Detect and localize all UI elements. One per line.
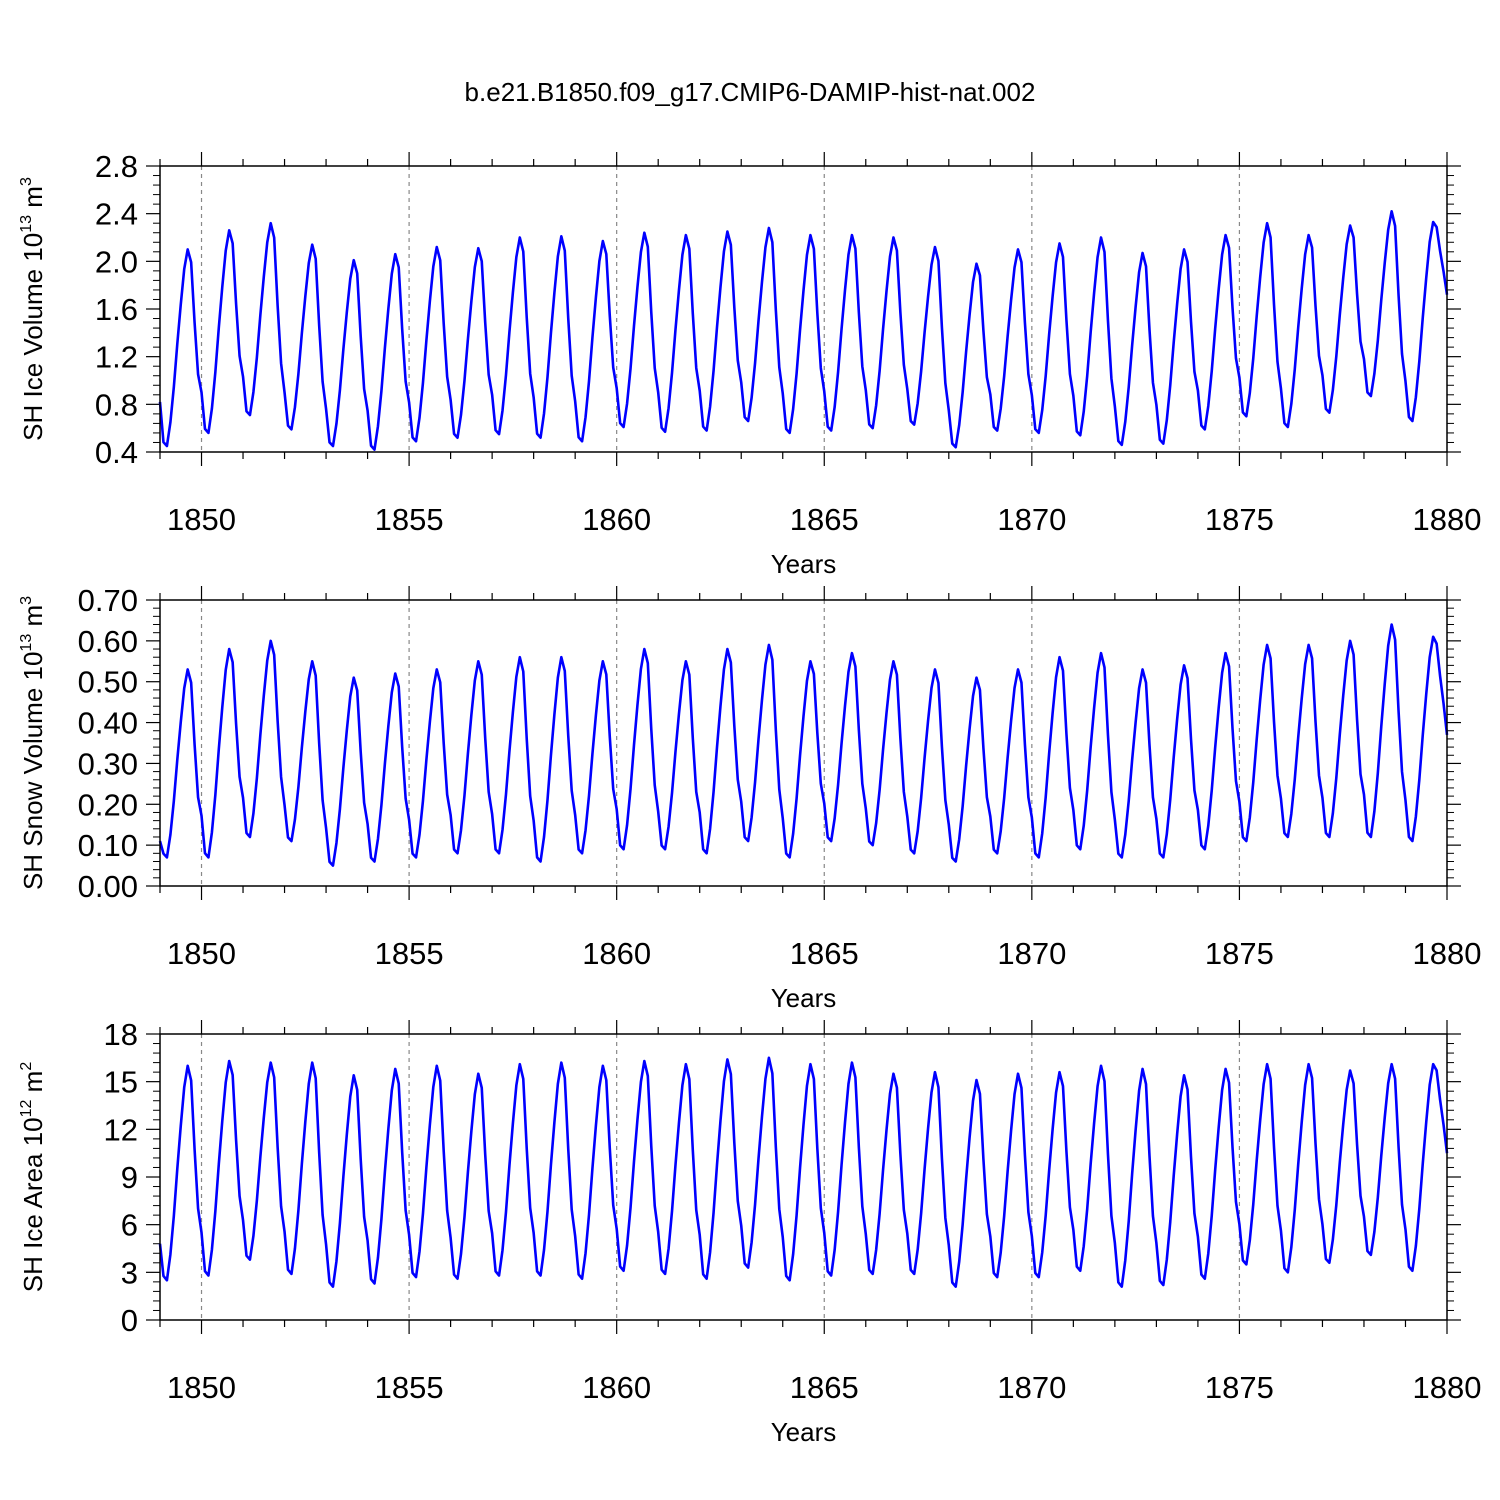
- y-axis-label-exponent: 12: [18, 1099, 35, 1117]
- x-tick-label: 1880: [1413, 936, 1482, 971]
- y-tick-label: 0.10: [78, 828, 138, 863]
- y-tick-label: 2.4: [95, 197, 138, 232]
- y-tick-label: 9: [121, 1160, 138, 1195]
- y-tick-label: 15: [104, 1065, 138, 1100]
- y-tick-label: 0.4: [95, 435, 138, 470]
- y-tick-label: 1.2: [95, 340, 138, 375]
- y-tick-label: 18: [104, 1017, 138, 1052]
- y-axis-label: SH Snow Volume 1013 m3: [18, 596, 48, 890]
- y-axis-label-unit-exponent: 3: [18, 177, 35, 186]
- x-tick-label: 1850: [167, 1370, 236, 1405]
- x-tick-label: 1875: [1205, 936, 1274, 971]
- x-tick-label: 1855: [375, 1370, 444, 1405]
- ice-volume-line: [158, 209, 1449, 451]
- x-tick-label: 1860: [582, 936, 651, 971]
- y-tick-label: 0.30: [78, 746, 138, 781]
- y-tick-label: 3: [121, 1255, 138, 1290]
- y-tick-label: 0.8: [95, 387, 138, 422]
- y-axis-label: SH Ice Area 1012 m2: [18, 1062, 48, 1293]
- y-axis-label-unit-exponent: 2: [18, 1062, 35, 1071]
- plot-frame: [159, 165, 1448, 453]
- y-axis-label-unit: m: [18, 1071, 48, 1100]
- x-tick-label: 1850: [167, 502, 236, 537]
- y-tick-label: 0.70: [78, 583, 138, 618]
- panel-snow-volume: 0.00 0.10 0.20 0.30 0.40 0.50 0.60 0.70 1850 185…: [18, 583, 1481, 1013]
- y-tick-label: 0.20: [78, 787, 138, 822]
- plot-frame: [159, 1033, 1448, 1321]
- plot-frame: [159, 599, 1448, 887]
- y-axis-label-unit-exponent: 3: [18, 596, 35, 605]
- ice-area-line: [158, 1056, 1449, 1288]
- y-axis-label-main: SH Ice Volume 10: [18, 233, 48, 441]
- x-axis-label: Years: [771, 983, 837, 1013]
- y-tick-label: 0: [121, 1303, 138, 1338]
- x-tick-label: 1860: [582, 502, 651, 537]
- y-tick-label: 0.60: [78, 624, 138, 659]
- x-tick-label: 1865: [790, 936, 859, 971]
- x-tick-label: 1865: [790, 1370, 859, 1405]
- x-tick-label: 1860: [582, 1370, 651, 1405]
- snow-volume-line: [158, 623, 1449, 867]
- y-axis-label-unit: m: [18, 186, 48, 215]
- y-axis-label-exponent: 13: [18, 634, 35, 652]
- y-tick-label: 12: [104, 1112, 138, 1147]
- x-tick-label: 1875: [1205, 502, 1274, 537]
- y-tick-label: 2.8: [95, 149, 138, 184]
- y-axis-label-unit: m: [18, 605, 48, 634]
- x-tick-label: 1875: [1205, 1370, 1274, 1405]
- y-tick-label: 1.6: [95, 292, 138, 327]
- x-tick-label: 1865: [790, 502, 859, 537]
- x-tick-label: 1870: [997, 502, 1066, 537]
- y-axis-label-main: SH Snow Volume 10: [18, 652, 48, 890]
- y-axis-label-main: SH Ice Area 10: [18, 1117, 48, 1292]
- x-tick-label: 1880: [1413, 1370, 1482, 1405]
- figure-title: b.e21.B1850.f09_g17.CMIP6-DAMIP-hist-nat…: [465, 77, 1036, 107]
- x-tick-label: 1870: [997, 936, 1066, 971]
- y-axis-label: SH Ice Volume 1013 m3: [18, 177, 48, 441]
- y-tick-label: 6: [121, 1208, 138, 1243]
- y-tick-label: 0.50: [78, 665, 138, 700]
- x-tick-label: 1850: [167, 936, 236, 971]
- y-tick-label: 2.0: [95, 244, 138, 279]
- x-axis-label: Years: [771, 549, 837, 579]
- x-tick-label: 1855: [375, 936, 444, 971]
- y-tick-label: 0.40: [78, 706, 138, 741]
- x-axis-label: Years: [771, 1417, 837, 1447]
- panel-ice-volume: 0.4 0.8 1.2 1.6 2.0 2.4 2.8 1850 1855 1860 1865 18…: [18, 149, 1481, 579]
- x-tick-label: 1870: [997, 1370, 1066, 1405]
- x-tick-label: 1880: [1413, 502, 1482, 537]
- y-axis-label-exponent: 13: [18, 215, 35, 233]
- y-tick-label: 0.00: [78, 869, 138, 904]
- x-tick-label: 1855: [375, 502, 444, 537]
